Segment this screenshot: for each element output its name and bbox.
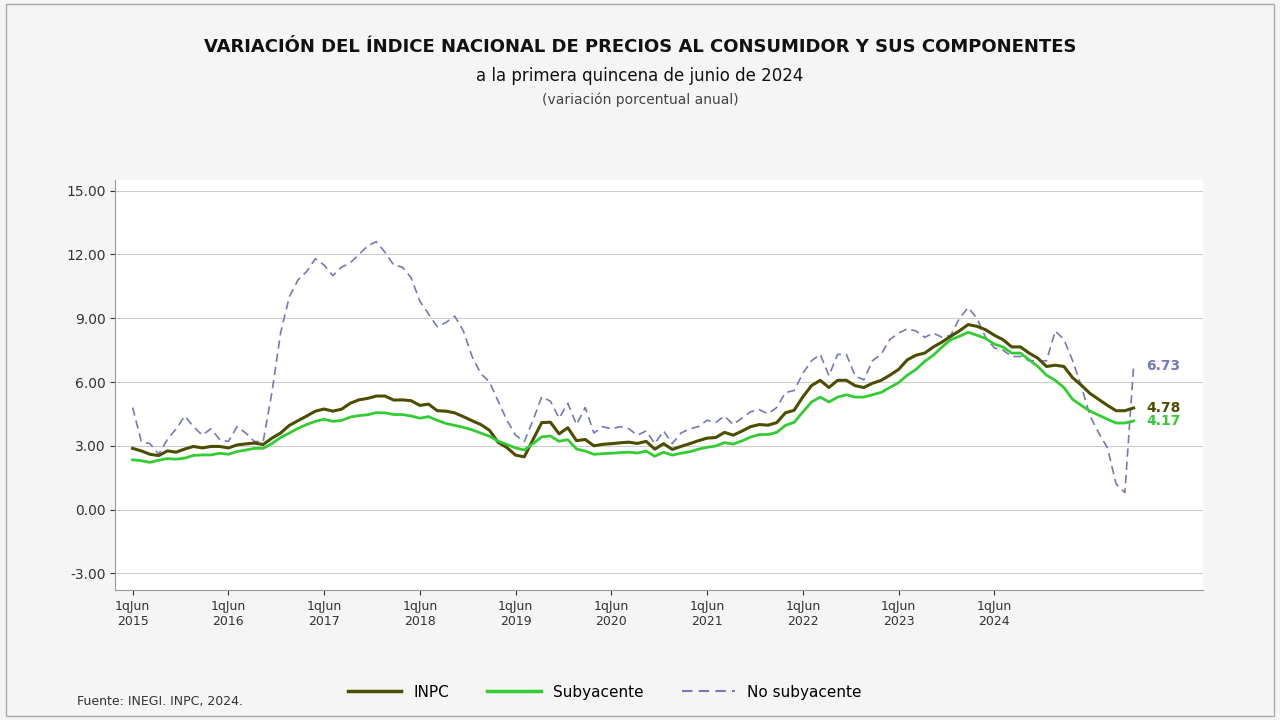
Text: VARIACIÓN DEL ÍNDICE NACIONAL DE PRECIOS AL CONSUMIDOR Y SUS COMPONENTES: VARIACIÓN DEL ÍNDICE NACIONAL DE PRECIOS…	[204, 37, 1076, 55]
Text: 4.78: 4.78	[1147, 401, 1181, 415]
Text: Fuente: INEGI. INPC, 2024.: Fuente: INEGI. INPC, 2024.	[77, 696, 243, 708]
Text: 4.17: 4.17	[1147, 414, 1181, 428]
Text: 6.73: 6.73	[1147, 359, 1180, 374]
Text: a la primera quincena de junio de 2024: a la primera quincena de junio de 2024	[476, 67, 804, 85]
Text: (variación porcentual anual): (variación porcentual anual)	[541, 92, 739, 107]
Legend: INPC, Subyacente, No subyacente: INPC, Subyacente, No subyacente	[342, 679, 868, 706]
